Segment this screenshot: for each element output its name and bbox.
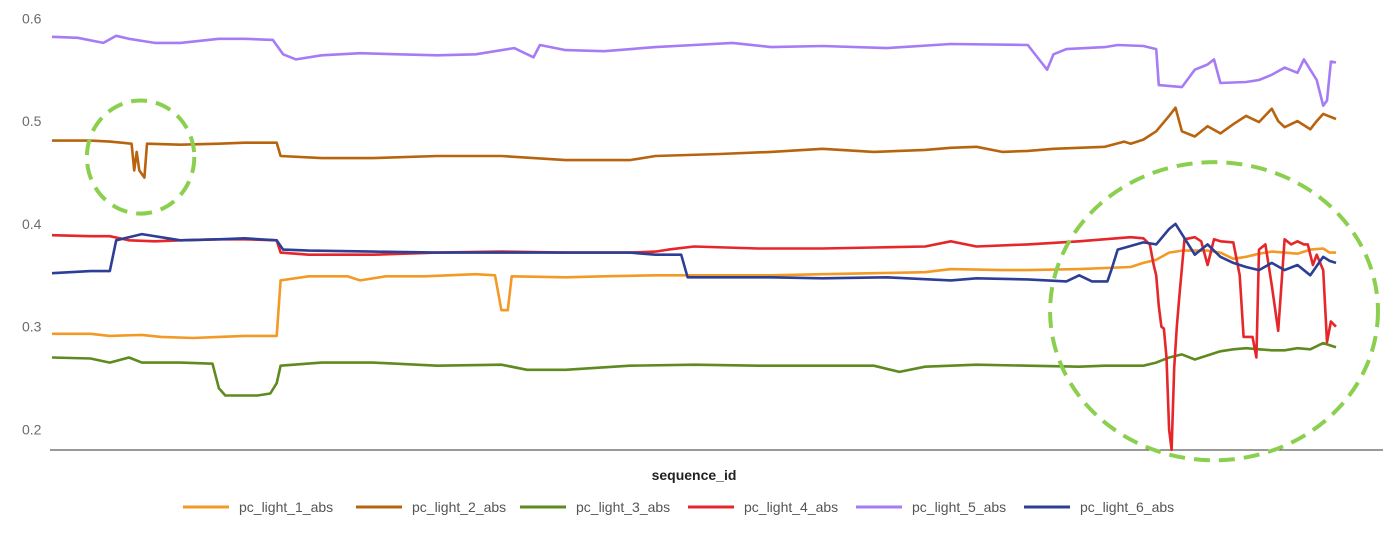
y-tick-label: 0.6 <box>22 10 42 26</box>
legend-label: pc_light_2_abs <box>412 499 506 515</box>
legend-item[interactable]: pc_light_5_abs <box>856 499 1006 515</box>
y-tick-label: 0.5 <box>22 113 42 129</box>
series-line-pc-light-5-abs <box>51 34 1337 107</box>
legend-item[interactable]: pc_light_1_abs <box>183 499 333 515</box>
y-tick-label: 0.4 <box>22 216 42 232</box>
series-lines <box>51 34 1337 452</box>
series-line-pc-light-4-abs <box>51 233 1337 452</box>
legend-label: pc_light_4_abs <box>744 499 838 515</box>
legend-label: pc_light_3_abs <box>576 499 670 515</box>
series-line-pc-light-1-abs <box>52 247 1336 340</box>
series-line-pc-light-6-abs <box>51 222 1337 283</box>
x-axis-title: sequence_id <box>652 467 737 483</box>
legend-item[interactable]: pc_light_2_abs <box>356 499 506 515</box>
highlight-circle-annotation <box>84 98 197 216</box>
legend-item[interactable]: pc_light_6_abs <box>1024 499 1174 515</box>
y-axis-ticks: 0.2 0.3 0.4 0.5 0.6 <box>22 10 42 437</box>
legend-label: pc_light_6_abs <box>1080 499 1174 515</box>
y-tick-label: 0.2 <box>22 421 42 437</box>
legend: pc_light_1_abs pc_light_2_abs pc_light_3_a… <box>183 499 1174 515</box>
y-tick-label: 0.3 <box>22 319 42 335</box>
series-line-pc-light-3-abs <box>51 341 1337 397</box>
legend-label: pc_light_5_abs <box>912 499 1006 515</box>
legend-item[interactable]: pc_light_4_abs <box>688 499 838 515</box>
series-line-pc-light-2-abs <box>52 106 1337 179</box>
legend-item[interactable]: pc_light_3_abs <box>520 499 670 515</box>
legend-label: pc_light_1_abs <box>239 499 333 515</box>
highlight-circle-annotation <box>1048 160 1380 463</box>
annotations <box>84 98 1380 463</box>
